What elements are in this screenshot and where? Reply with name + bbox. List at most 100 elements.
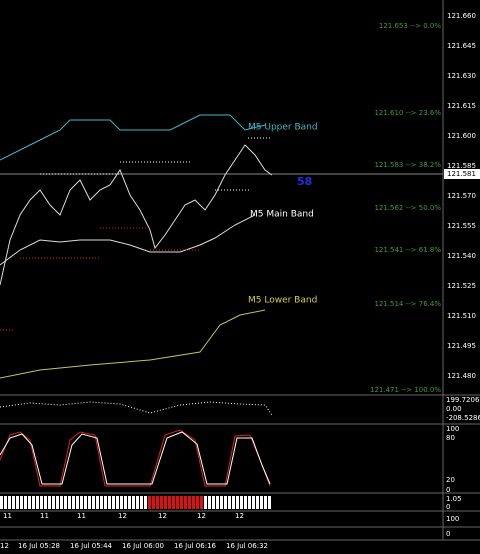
histogram-cell (28, 496, 31, 509)
fib-label: 121.583 --> 38.2% (374, 161, 441, 169)
current-price: 121.581 (447, 170, 476, 178)
histogram-cell (244, 496, 247, 509)
bands (0, 114, 266, 379)
price-tick: 121.480 (447, 372, 476, 380)
price-tick: 121.600 (447, 132, 476, 140)
histogram-cell (100, 496, 103, 509)
histogram-cell (260, 496, 263, 509)
histogram-cell (168, 496, 171, 509)
lower-band-label: M5 Lower Band (248, 296, 317, 306)
histogram-cell (196, 496, 199, 509)
histogram-cell (200, 496, 203, 509)
histogram-cell (40, 496, 43, 509)
histogram-cell (88, 496, 91, 509)
histogram-cell (152, 496, 155, 509)
histogram-cell (156, 496, 159, 509)
cci-label: 199.7206 (446, 396, 480, 404)
stoch-label: 100 (446, 425, 459, 433)
current-price-box (444, 169, 480, 179)
price-tick: 121.660 (447, 12, 476, 20)
time-label: 16 Jul 06:32 (226, 542, 268, 550)
histogram-cell (76, 496, 79, 509)
time-label: 16 Jul 06:16 (174, 542, 217, 550)
histogram-cell (248, 496, 251, 509)
levels (0, 137, 270, 331)
histogram-cell (20, 496, 23, 509)
histogram-cell (236, 496, 239, 509)
histogram-cell (256, 496, 259, 509)
stoch-label: 20 (446, 476, 455, 484)
fib-label: 121.471 --> 100.0% (370, 386, 441, 394)
histogram-cell (124, 496, 127, 509)
histogram-cell (104, 496, 107, 509)
histogram-cell (44, 496, 47, 509)
time-axis: 12 16 Jul 05:28 16 Jul 05:44 16 Jul 06:0… (0, 542, 268, 550)
cci-label: 0.00 (446, 405, 462, 413)
sub-axis-label: 11 (77, 512, 86, 520)
histogram-cell (208, 496, 211, 509)
histogram-bar (0, 496, 271, 509)
histogram-cell (140, 496, 143, 509)
histogram-cell (216, 496, 219, 509)
histogram-cell (268, 496, 271, 509)
time-label: 16 Jul 05:28 (18, 542, 60, 550)
histogram-cell (212, 496, 215, 509)
sub-axis-label: 11 (40, 512, 49, 520)
histogram-cell (132, 496, 135, 509)
price-tick: 121.570 (447, 192, 476, 200)
sub-axis-label: 12 (197, 512, 206, 520)
histogram-cell (12, 496, 15, 509)
histogram-cell (120, 496, 123, 509)
sub-axis-label: 12 (118, 512, 127, 520)
histogram-cell (228, 496, 231, 509)
bar-counter: 58 (297, 175, 312, 188)
histogram-cell (220, 496, 223, 509)
histogram-cell (188, 496, 191, 509)
indicator-lines (0, 401, 273, 487)
sub-axis-label: 12 (158, 512, 167, 520)
fib-levels: 121.653 --> 0.0% 121.610 --> 23.6% 121.5… (370, 22, 441, 394)
stoch-label: 0 (446, 486, 450, 494)
price-tick: 121.540 (447, 252, 476, 260)
histogram-cell (56, 496, 59, 509)
cci-label: -208.5286 (446, 414, 480, 422)
fib-label: 121.514 --> 76.4% (374, 300, 441, 308)
histogram-cell (84, 496, 87, 509)
indicator-axes: 199.7206 0.00 -208.5286 100 80 20 0 1.05… (446, 396, 480, 538)
histogram-cell (4, 496, 7, 509)
price-line (0, 144, 273, 286)
histogram-cell (252, 496, 255, 509)
histogram-cell (160, 496, 163, 509)
upper-band-label: M5 Upper Band (248, 123, 318, 133)
histogram-cell (8, 496, 11, 509)
price-tick: 121.615 (447, 102, 476, 110)
histogram-cell (80, 496, 83, 509)
histogram-cell (112, 496, 115, 509)
histogram-cell (184, 496, 187, 509)
histogram-cell (68, 496, 71, 509)
price-tick: 121.555 (447, 222, 476, 230)
histogram-cell (108, 496, 111, 509)
extra-label: 0 (446, 530, 450, 538)
price-tick: 121.495 (447, 342, 476, 350)
main-band-label: M5 Main Band (250, 210, 314, 220)
histogram-cell (176, 496, 179, 509)
histogram-cell (144, 496, 147, 509)
stoch-label: 80 (446, 434, 455, 442)
histogram-cell (128, 496, 131, 509)
bar-label: 0 (446, 503, 450, 511)
histogram-cell (192, 496, 195, 509)
sub-axis-label: 11 (3, 512, 12, 520)
price-tick: 121.585 (447, 162, 476, 170)
price-tick: 121.510 (447, 312, 476, 320)
histogram-cell (48, 496, 51, 509)
histogram-cell (0, 496, 3, 509)
price-tick: 121.645 (447, 42, 476, 50)
histogram-cell (224, 496, 227, 509)
histogram-cell (64, 496, 67, 509)
price-tick: 121.525 (447, 282, 476, 290)
histogram-cell (164, 496, 167, 509)
fib-label: 121.653 --> 0.0% (379, 22, 441, 30)
histogram-cell (172, 496, 175, 509)
